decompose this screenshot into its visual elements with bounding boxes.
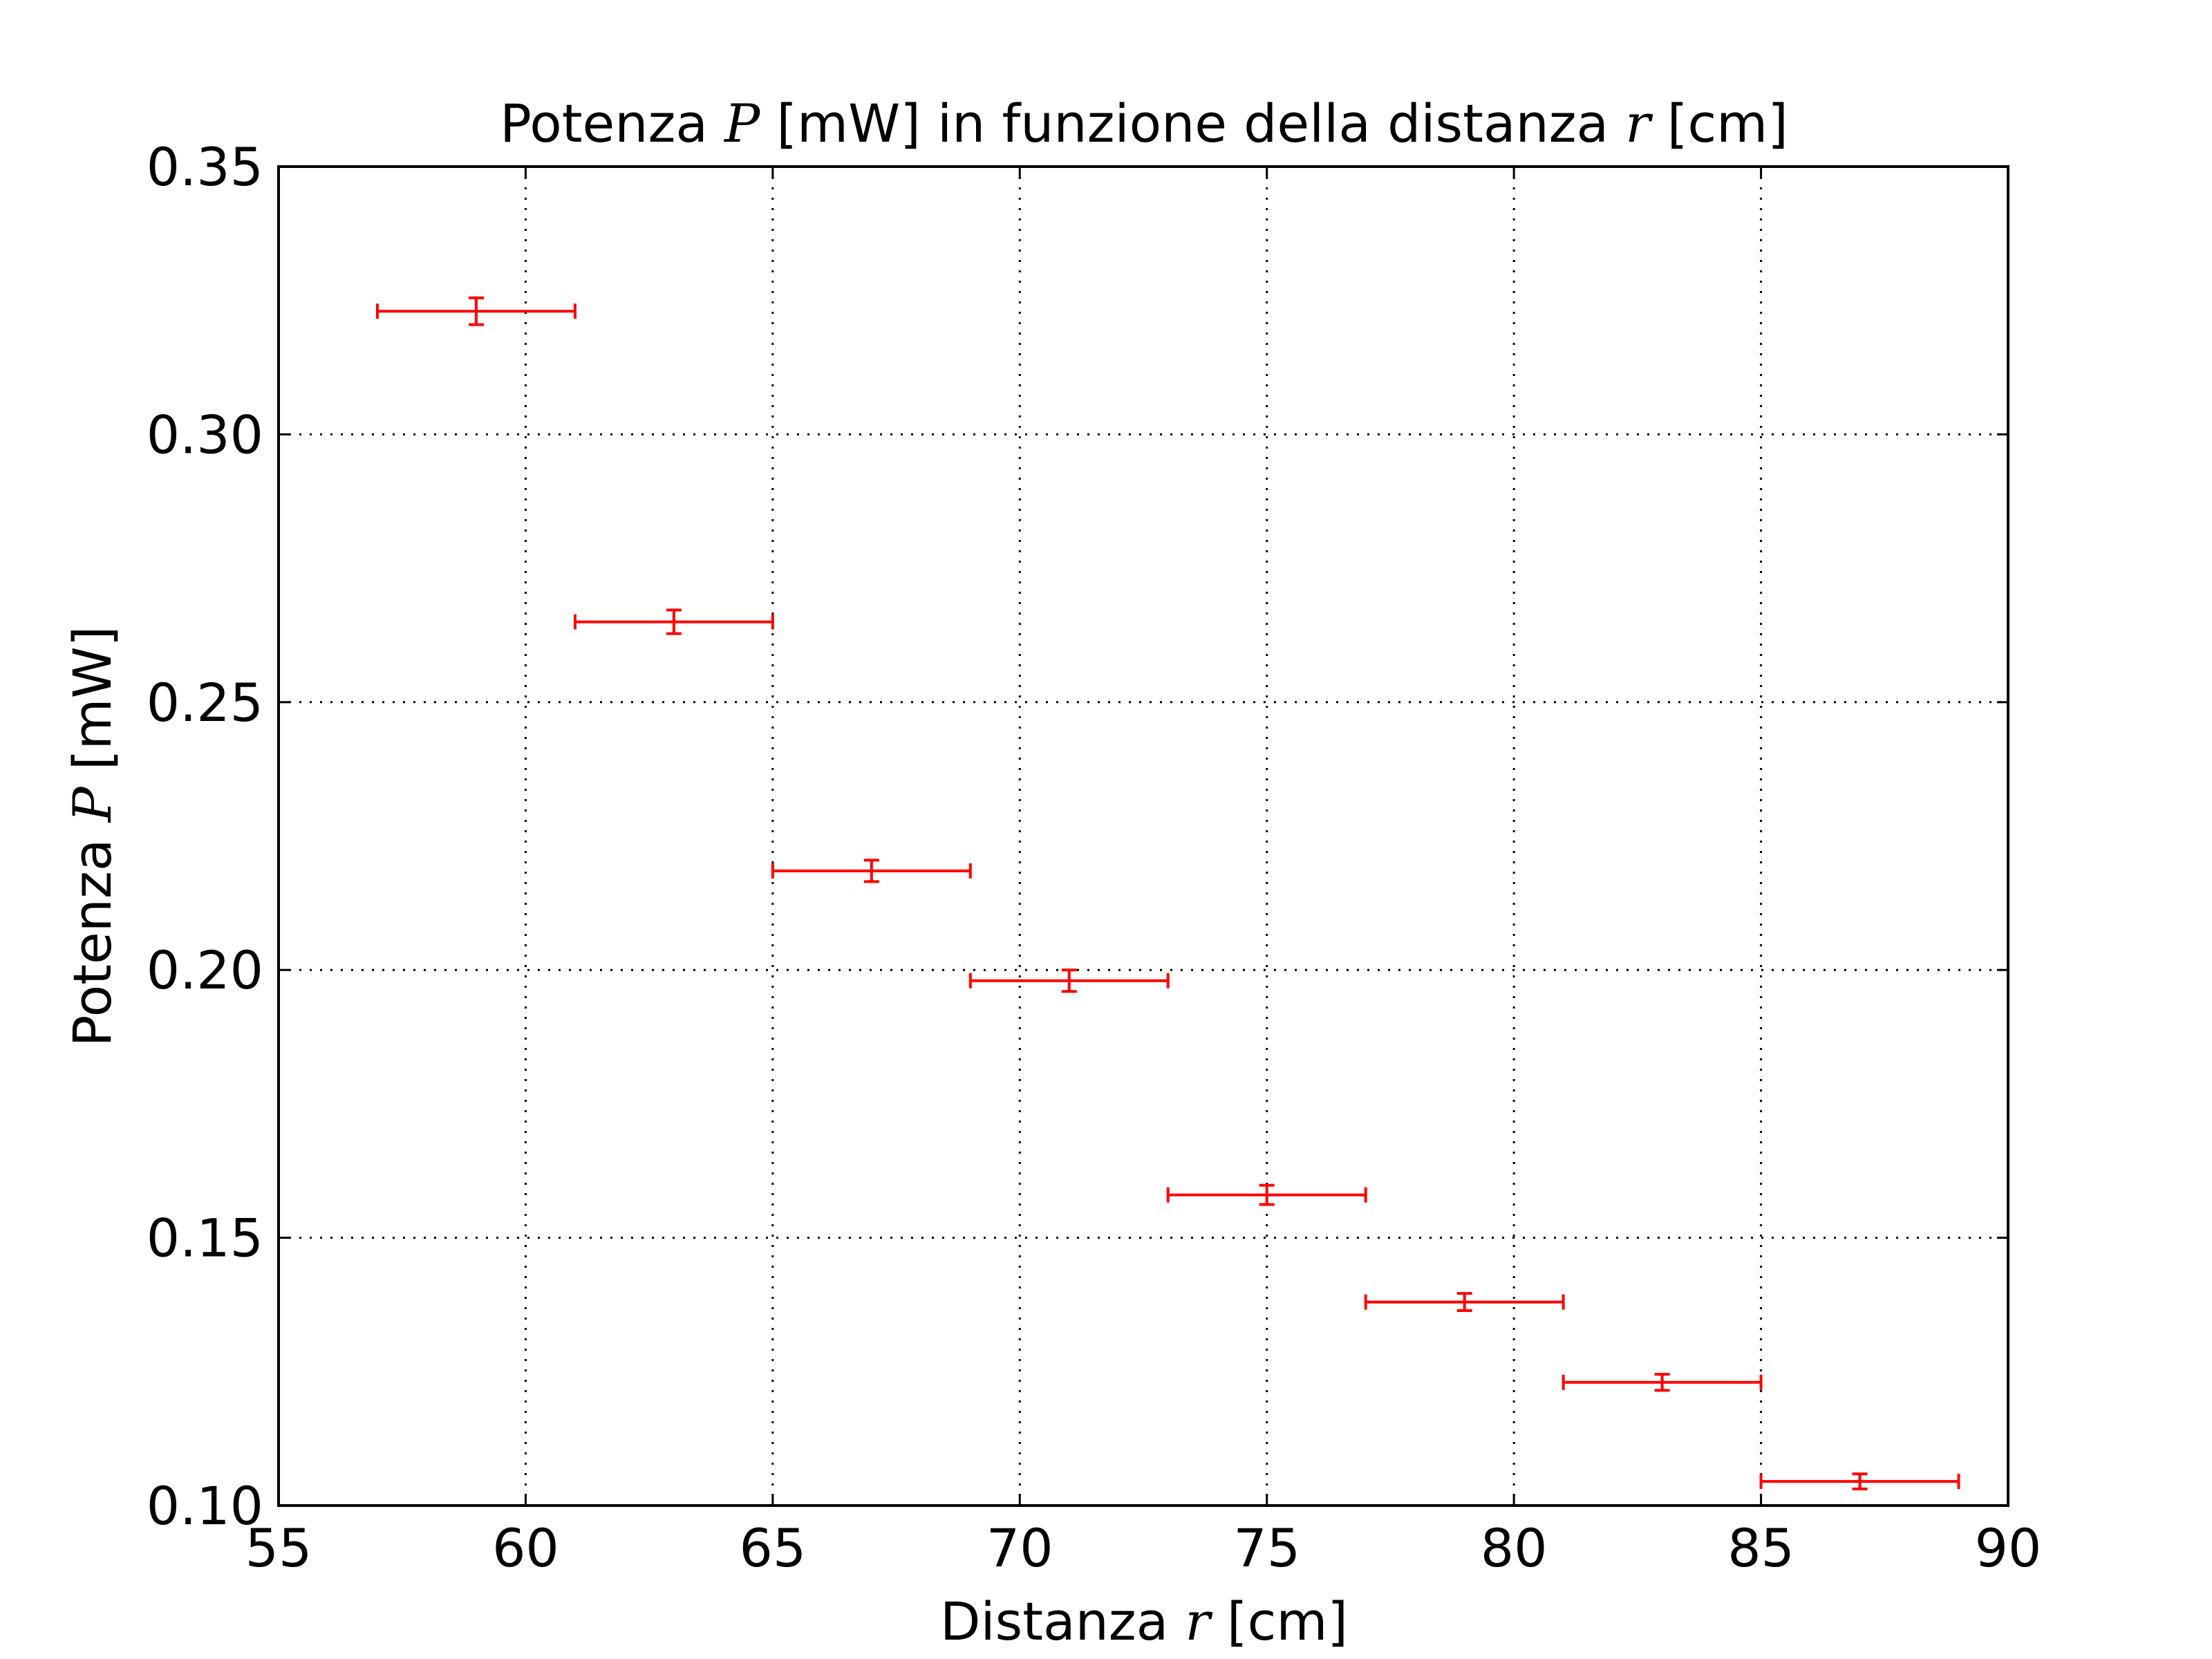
data-point [1759, 1472, 1960, 1490]
x-tick-label: 55 [245, 1517, 312, 1579]
chart-title: Potenza P [mW] in funzione della distanz… [500, 93, 1788, 154]
data-point [573, 608, 774, 635]
y-tick-label: 0.30 [147, 404, 263, 465]
x-tick-labels: 55 60 65 70 75 80 85 90 [245, 1517, 2042, 1579]
y-tick-label: 0.35 [147, 136, 263, 198]
ticks [277, 165, 2009, 1507]
y-axis-label: Potenza P [mW] [62, 626, 123, 1047]
data-point [375, 296, 577, 326]
y-tick-label: 0.15 [147, 1208, 263, 1269]
x-tick-label: 75 [1233, 1517, 1300, 1579]
data-point [1364, 1292, 1565, 1312]
data-series [375, 296, 1960, 1490]
x-tick-label: 80 [1481, 1517, 1548, 1579]
x-tick-label: 90 [1975, 1517, 2042, 1579]
plot-frame [277, 165, 2009, 1507]
x-tick-label: 85 [1727, 1517, 1794, 1579]
grid [279, 167, 2008, 1506]
x-tick-label: 60 [492, 1517, 559, 1579]
data-point [1562, 1373, 1763, 1392]
x-tick-label: 65 [739, 1517, 806, 1579]
y-tick-label: 0.20 [147, 939, 263, 1001]
x-tick-label: 70 [986, 1517, 1053, 1579]
data-point [771, 859, 972, 883]
data-point [968, 968, 1170, 993]
y-tick-label: 0.25 [147, 672, 263, 733]
data-point [1166, 1183, 1367, 1206]
y-tick-labels: 0.10 0.15 0.20 0.25 0.30 0.35 [147, 136, 263, 1537]
x-axis-label: Distanza r [cm] [940, 1591, 1348, 1652]
y-tick-label: 0.10 [147, 1475, 263, 1537]
